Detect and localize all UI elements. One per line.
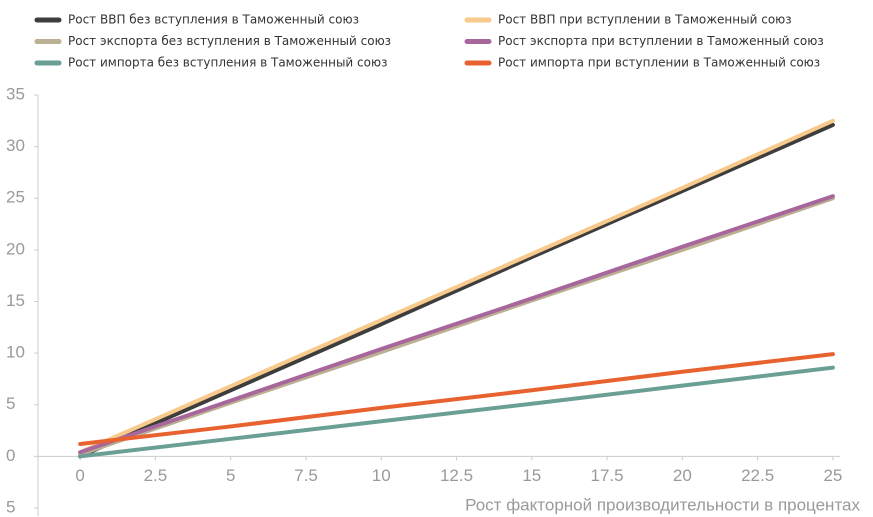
series-line — [78, 194, 835, 455]
x-tick-label: 7.5 — [294, 466, 318, 485]
y-tick-label: 30 — [6, 136, 25, 155]
x-tick-label: 22.5 — [741, 466, 774, 485]
series-line — [78, 118, 835, 455]
legend-label: Рост ВВП без вступления в Таможенный сою… — [68, 13, 359, 27]
legend-label: Рост экспорта при вступлении в Таможенны… — [498, 34, 824, 48]
y-tick-label: 0 — [6, 446, 15, 465]
series-line — [78, 196, 835, 457]
x-tick-label: 10 — [372, 466, 391, 485]
x-tick-label: 12.5 — [440, 466, 473, 485]
y-tick-label: 15 — [6, 291, 25, 310]
x-tick-label: 25 — [823, 466, 842, 485]
x-axis-label: Рост факторной производительности в проц… — [465, 495, 860, 514]
legend-label: Рост экспорта без вступления в Таможенны… — [68, 34, 391, 48]
y-tick-label: 10 — [6, 343, 25, 362]
x-tick-label: 15 — [522, 466, 541, 485]
y-tick-label: 25 — [6, 188, 25, 207]
legend-label: Рост ВВП при вступлении в Таможенный сою… — [498, 13, 792, 27]
x-tick-label: 17.5 — [591, 466, 624, 485]
legend-label: Рост импорта без вступления в Таможенный… — [68, 56, 387, 70]
x-tick-label: 20 — [673, 466, 692, 485]
series-line — [78, 365, 835, 459]
series-line — [78, 352, 835, 446]
y-tick-label: 5 — [6, 497, 15, 516]
y-tick-label: 5 — [6, 394, 15, 413]
y-tick-label: 20 — [6, 239, 25, 258]
x-tick-label: 2.5 — [144, 466, 168, 485]
x-tick-label: 5 — [226, 466, 235, 485]
x-tick-label: 0 — [75, 466, 84, 485]
legend-label: Рост импорта при вступлении в Таможенный… — [498, 56, 820, 70]
y-tick-label: 35 — [6, 84, 25, 103]
series-line — [78, 122, 835, 459]
